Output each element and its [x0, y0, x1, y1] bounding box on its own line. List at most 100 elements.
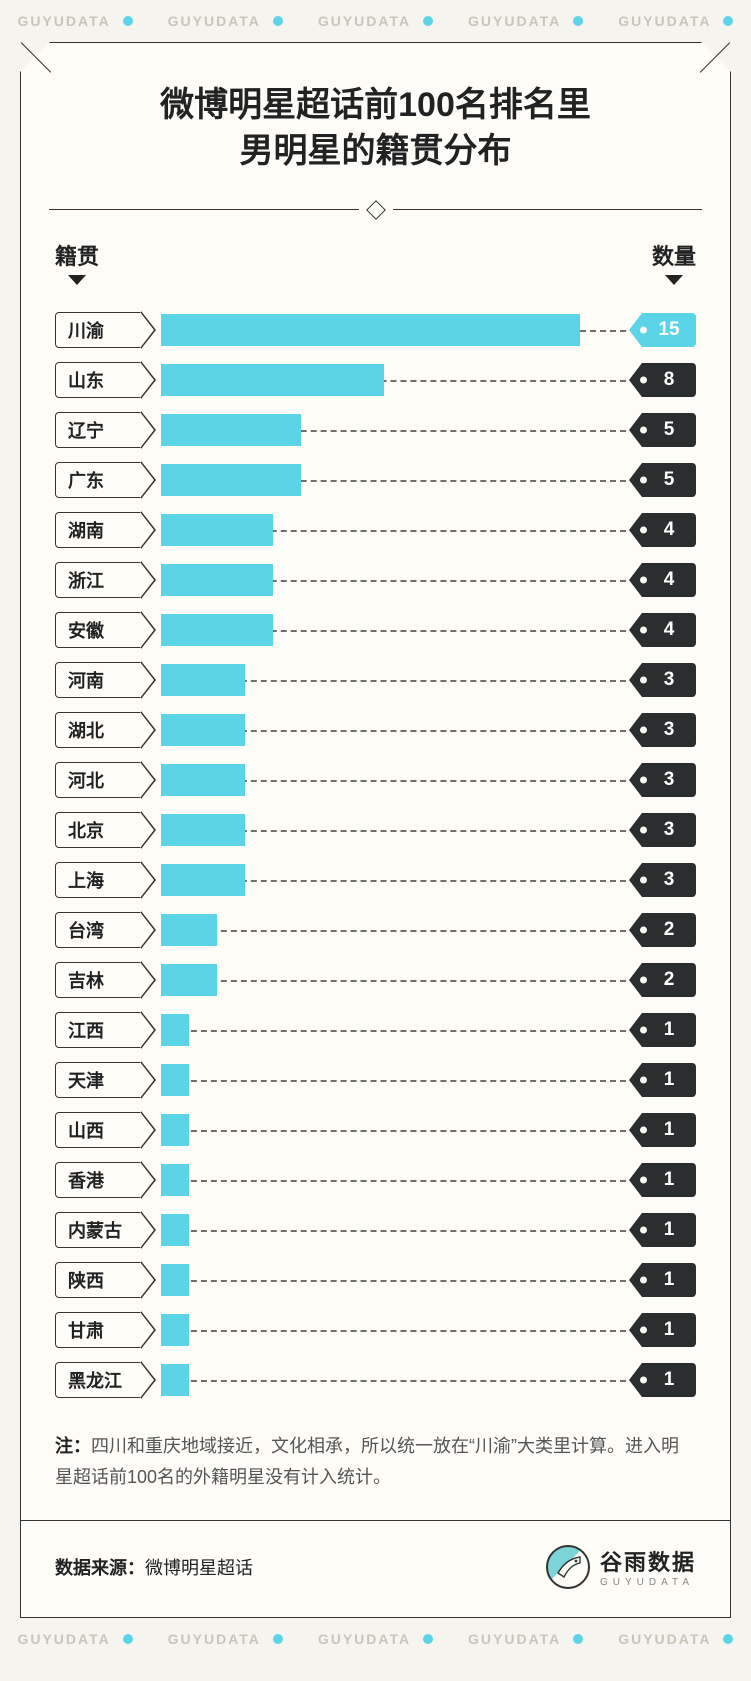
tag-hole-icon	[640, 326, 647, 333]
value-text: 3	[664, 769, 675, 791]
watermark-text: GUYUDATA	[168, 13, 283, 29]
watermark-top: GUYUDATA GUYUDATA GUYUDATA GUYUDATA GUYUDATA	[0, 0, 751, 42]
brand-text: 谷雨数据 GUYUDATA	[600, 1545, 696, 1588]
brand-icon	[546, 1545, 590, 1589]
value-text: 1	[664, 1219, 675, 1241]
region-label-tag: 上海	[55, 862, 141, 898]
watermark-text: GUYUDATA	[17, 13, 132, 29]
region-label-tag: 台湾	[55, 912, 141, 948]
bar-row: 川渝 15	[55, 305, 696, 355]
region-label-tag: 山西	[55, 1112, 141, 1148]
source-value: 微博明星超话	[145, 1558, 253, 1578]
bar-fill	[161, 814, 245, 846]
bar-track	[161, 912, 626, 948]
value-text: 1	[664, 1019, 675, 1041]
main-card: 微博明星超话前100名排名里 男明星的籍贯分布 籍贯 数量 川渝 15 山东	[20, 42, 731, 1618]
bar-fill	[161, 1314, 189, 1346]
brand-name-en: GUYUDATA	[600, 1577, 696, 1588]
tag-hole-icon	[640, 1126, 647, 1133]
bar-row: 广东 5	[55, 455, 696, 505]
value-tag: 4	[642, 613, 696, 647]
value-tag: 1	[642, 1313, 696, 1347]
value-text: 5	[664, 469, 675, 491]
tag-hole-icon	[640, 1076, 647, 1083]
bar-fill	[161, 714, 245, 746]
region-label-tag: 安徽	[55, 612, 141, 648]
bar-row: 吉林 2	[55, 955, 696, 1005]
tag-hole-icon	[640, 1176, 647, 1183]
tag-hole-icon	[640, 876, 647, 883]
note-body: 四川和重庆地域接近，文化相承，所以统一放在“川渝”大类里计算。进入明星超话前10…	[55, 1436, 679, 1488]
source-prefix: 数据来源：	[55, 1558, 145, 1578]
region-label-tag: 天津	[55, 1062, 141, 1098]
value-tag: 1	[642, 1063, 696, 1097]
note-prefix: 注：	[55, 1436, 91, 1456]
bar-row: 北京 3	[55, 805, 696, 855]
sort-arrow-icon	[665, 275, 683, 285]
tag-hole-icon	[640, 426, 647, 433]
tag-hole-icon	[640, 476, 647, 483]
value-text: 4	[664, 519, 675, 541]
title-section: 微博明星超话前100名排名里 男明星的籍贯分布	[21, 43, 730, 203]
tag-hole-icon	[640, 1326, 647, 1333]
bar-fill	[161, 964, 217, 996]
dotted-baseline	[161, 1030, 626, 1032]
bar-row: 浙江 4	[55, 555, 696, 605]
value-text: 2	[664, 919, 675, 941]
value-text: 3	[664, 669, 675, 691]
bar-fill	[161, 1164, 189, 1196]
bar-row: 上海 3	[55, 855, 696, 905]
value-tag: 1	[642, 1113, 696, 1147]
value-tag: 3	[642, 713, 696, 747]
region-label-tag: 北京	[55, 812, 141, 848]
bar-track	[161, 962, 626, 998]
region-label-tag: 陕西	[55, 1262, 141, 1298]
column-headers: 籍贯 数量	[21, 239, 730, 285]
bar-track	[161, 662, 626, 698]
bar-fill	[161, 564, 273, 596]
bar-track	[161, 362, 626, 398]
bar-fill	[161, 514, 273, 546]
watermark-text: GUYUDATA	[468, 1631, 583, 1647]
source-label: 数据来源：微博明星超话	[55, 1554, 253, 1580]
brand-name-cn: 谷雨数据	[600, 1545, 696, 1577]
value-text: 3	[664, 819, 675, 841]
bar-row: 湖南 4	[55, 505, 696, 555]
region-label-tag: 川渝	[55, 312, 141, 348]
header-label: 籍贯	[55, 239, 99, 271]
dotted-baseline	[161, 1280, 626, 1282]
bar-track	[161, 712, 626, 748]
watermark-text: GUYUDATA	[618, 13, 733, 29]
tag-hole-icon	[640, 576, 647, 583]
footnote: 注：四川和重庆地域接近，文化相承，所以统一放在“川渝”大类里计算。进入明星超话前…	[55, 1431, 696, 1494]
value-text: 1	[664, 1369, 675, 1391]
value-tag: 4	[642, 563, 696, 597]
bar-row: 安徽 4	[55, 605, 696, 655]
value-text: 3	[664, 719, 675, 741]
bar-track	[161, 462, 626, 498]
value-tag: 8	[642, 363, 696, 397]
value-text: 2	[664, 969, 675, 991]
watermark-text: GUYUDATA	[468, 13, 583, 29]
bar-fill	[161, 864, 245, 896]
bar-fill	[161, 764, 245, 796]
value-text: 5	[664, 419, 675, 441]
region-label-tag: 浙江	[55, 562, 141, 598]
value-tag: 3	[642, 863, 696, 897]
tag-hole-icon	[640, 1026, 647, 1033]
bar-track	[161, 312, 626, 348]
header-label: 数量	[652, 239, 696, 271]
value-text: 4	[664, 619, 675, 641]
bar-row: 香港 1	[55, 1155, 696, 1205]
bar-fill	[161, 614, 273, 646]
value-tag: 1	[642, 1213, 696, 1247]
bar-track	[161, 1012, 626, 1048]
value-tag: 3	[642, 813, 696, 847]
tag-hole-icon	[640, 1276, 647, 1283]
watermark-text: GUYUDATA	[318, 13, 433, 29]
watermark-text: GUYUDATA	[318, 1631, 433, 1647]
region-label-tag: 甘肃	[55, 1312, 141, 1348]
bar-fill	[161, 1064, 189, 1096]
dotted-baseline	[161, 1380, 626, 1382]
brand-logo: 谷雨数据 GUYUDATA	[546, 1545, 696, 1589]
